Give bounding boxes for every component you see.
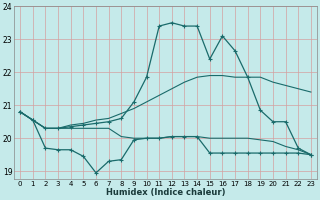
X-axis label: Humidex (Indice chaleur): Humidex (Indice chaleur) (106, 188, 225, 197)
